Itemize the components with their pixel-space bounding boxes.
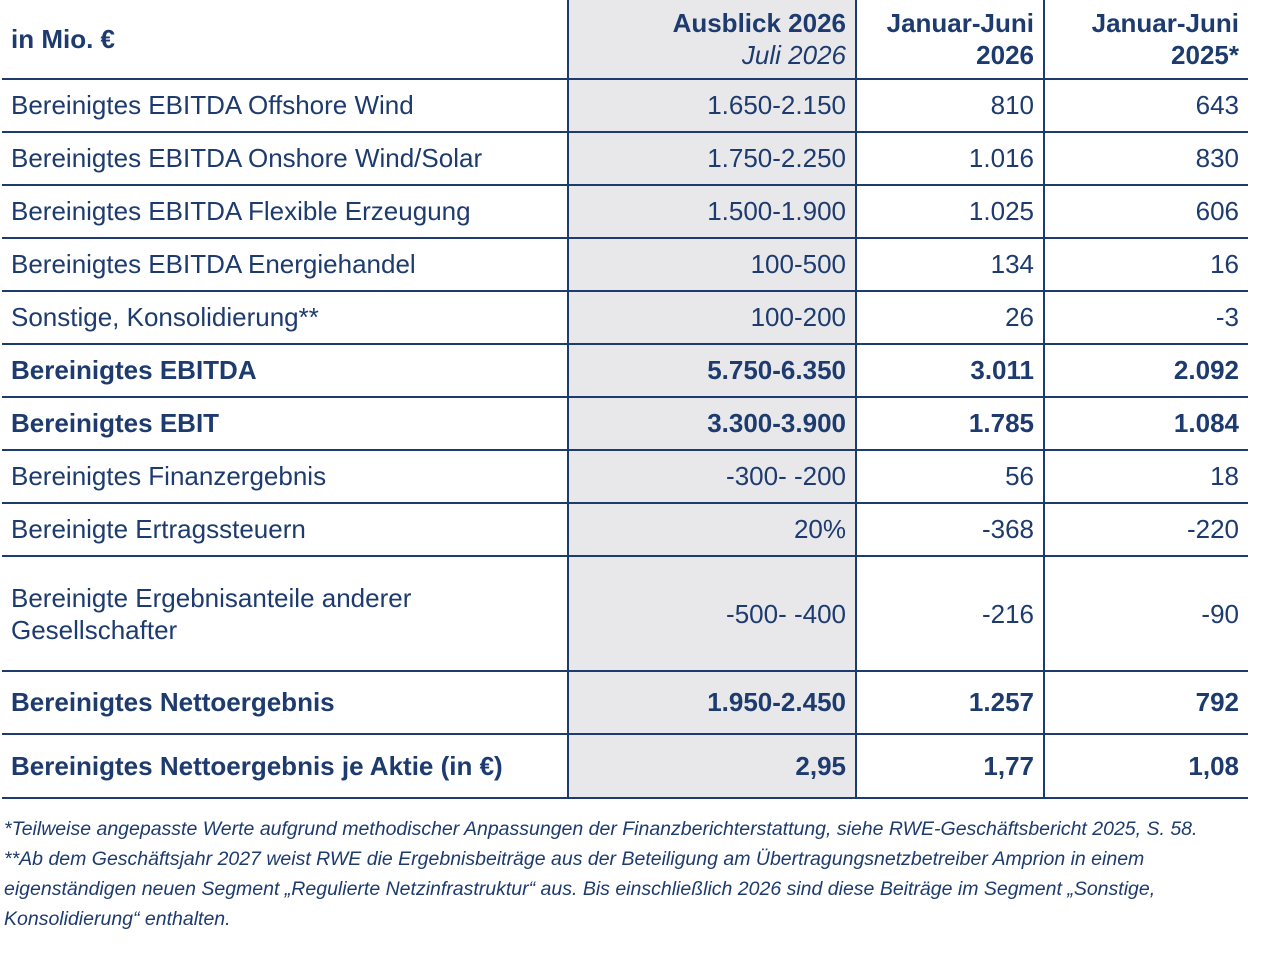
h1-2025-value: -3 xyxy=(1043,291,1248,345)
outlook-value: -500- -400 xyxy=(567,556,856,672)
h1-2025-value: 1.084 xyxy=(1043,397,1248,451)
table-row: Bereinigte Ertragssteuern 20% -368 -220 xyxy=(2,503,1248,557)
h1-2026-value: -216 xyxy=(855,556,1044,672)
h1-2025-header-line1: Januar-Juni xyxy=(1091,8,1239,38)
footnotes: *Teilweise angepasste Werte aufgrund met… xyxy=(4,814,1276,934)
row-label: Bereinigtes EBITDA Onshore Wind/Solar xyxy=(2,132,568,186)
row-label: Bereinigtes EBITDA Flexible Erzeugung xyxy=(2,185,568,239)
h1-2026-header-line1: Januar-Juni xyxy=(886,8,1034,38)
outlook-value: 1.750-2.250 xyxy=(567,132,856,186)
outlook-value: 20% xyxy=(567,503,856,557)
h1-2026-value: 1,77 xyxy=(855,734,1044,799)
h1-2026-value: 1.257 xyxy=(855,671,1044,735)
h1-2026-value: 26 xyxy=(855,291,1044,345)
table-row: Bereinigtes EBITDA Onshore Wind/Solar 1.… xyxy=(2,132,1248,186)
table-row: Bereinigtes EBITDA Offshore Wind 1.650-2… xyxy=(2,79,1248,133)
table-row: Sonstige, Konsolidierung** 100-200 26 -3 xyxy=(2,291,1248,345)
h1-2026-value: 1.025 xyxy=(855,185,1044,239)
footnote-segment-change: **Ab dem Geschäftsjahr 2027 weist RWE di… xyxy=(4,848,1156,930)
h1-2026-value: 1.016 xyxy=(855,132,1044,186)
outlook-column-header: Ausblick 2026 Juli 2026 xyxy=(567,0,856,80)
outlook-value: 100-200 xyxy=(567,291,856,345)
row-label: Sonstige, Konsolidierung** xyxy=(2,291,568,345)
table-row: Bereinigte Ergebnisanteile anderer Gesel… xyxy=(2,556,1248,672)
table-row: Bereinigtes EBITDA Energiehandel 100-500… xyxy=(2,238,1248,292)
row-label: Bereinigtes Finanzergebnis xyxy=(2,450,568,504)
h1-2026-value: 3.011 xyxy=(855,344,1044,398)
footnote-adjusted-values: *Teilweise angepasste Werte aufgrund met… xyxy=(4,818,1198,840)
row-label: Bereinigtes Nettoergebnis je Aktie (in €… xyxy=(2,734,568,799)
table-row-total: Bereinigtes EBITDA 5.750-6.350 3.011 2.0… xyxy=(2,344,1248,398)
row-label: Bereinigtes EBIT xyxy=(2,397,568,451)
h1-2025-value: 792 xyxy=(1043,671,1248,735)
financial-outlook-table: in Mio. € Ausblick 2026 Juli 2026 Januar… xyxy=(2,0,1248,799)
row-label: Bereinigtes EBITDA Energiehandel xyxy=(2,238,568,292)
h1-2026-value: 56 xyxy=(855,450,1044,504)
h1-2025-value: -90 xyxy=(1043,556,1248,672)
h1-2025-value: 2.092 xyxy=(1043,344,1248,398)
table-row-total: Bereinigtes Nettoergebnis 1.950-2.450 1.… xyxy=(2,671,1248,735)
table-row-total: Bereinigtes EBIT 3.300-3.900 1.785 1.084 xyxy=(2,397,1248,451)
h1-2025-value: 830 xyxy=(1043,132,1248,186)
unit-header: in Mio. € xyxy=(2,0,568,80)
table-row: Bereinigtes Finanzergebnis -300- -200 56… xyxy=(2,450,1248,504)
row-label: Bereinigte Ertragssteuern xyxy=(2,503,568,557)
h1-2025-value: 18 xyxy=(1043,450,1248,504)
h1-2025-header-line2: 2025* xyxy=(1171,40,1239,70)
row-label: Bereinigte Ergebnisanteile anderer Gesel… xyxy=(2,556,568,672)
h1-2026-value: 810 xyxy=(855,79,1044,133)
h1-2025-value: 1,08 xyxy=(1043,734,1248,799)
outlook-value: 2,95 xyxy=(567,734,856,799)
h1-2026-header-line2: 2026 xyxy=(976,40,1034,70)
table-row: Bereinigtes EBITDA Flexible Erzeugung 1.… xyxy=(2,185,1248,239)
h1-2025-value: 606 xyxy=(1043,185,1248,239)
row-label: Bereinigtes Nettoergebnis xyxy=(2,671,568,735)
outlook-value: 5.750-6.350 xyxy=(567,344,856,398)
outlook-value: -300- -200 xyxy=(567,450,856,504)
outlook-value: 100-500 xyxy=(567,238,856,292)
h1-2025-column-header: Januar-Juni 2025* xyxy=(1043,0,1248,80)
h1-2025-value: 16 xyxy=(1043,238,1248,292)
outlook-value: 1.650-2.150 xyxy=(567,79,856,133)
table-header-row: in Mio. € Ausblick 2026 Juli 2026 Januar… xyxy=(2,0,1248,80)
outlook-column-subtitle: Juli 2026 xyxy=(741,40,846,70)
row-label: Bereinigtes EBITDA xyxy=(2,344,568,398)
h1-2026-value: -368 xyxy=(855,503,1044,557)
outlook-value: 1.500-1.900 xyxy=(567,185,856,239)
h1-2025-value: -220 xyxy=(1043,503,1248,557)
h1-2025-value: 643 xyxy=(1043,79,1248,133)
outlook-column-title: Ausblick 2026 xyxy=(672,8,846,38)
h1-2026-value: 134 xyxy=(855,238,1044,292)
h1-2026-value: 1.785 xyxy=(855,397,1044,451)
outlook-value: 1.950-2.450 xyxy=(567,671,856,735)
h1-2026-column-header: Januar-Juni 2026 xyxy=(855,0,1044,80)
outlook-value: 3.300-3.900 xyxy=(567,397,856,451)
row-label: Bereinigtes EBITDA Offshore Wind xyxy=(2,79,568,133)
table-row-total: Bereinigtes Nettoergebnis je Aktie (in €… xyxy=(2,734,1248,799)
